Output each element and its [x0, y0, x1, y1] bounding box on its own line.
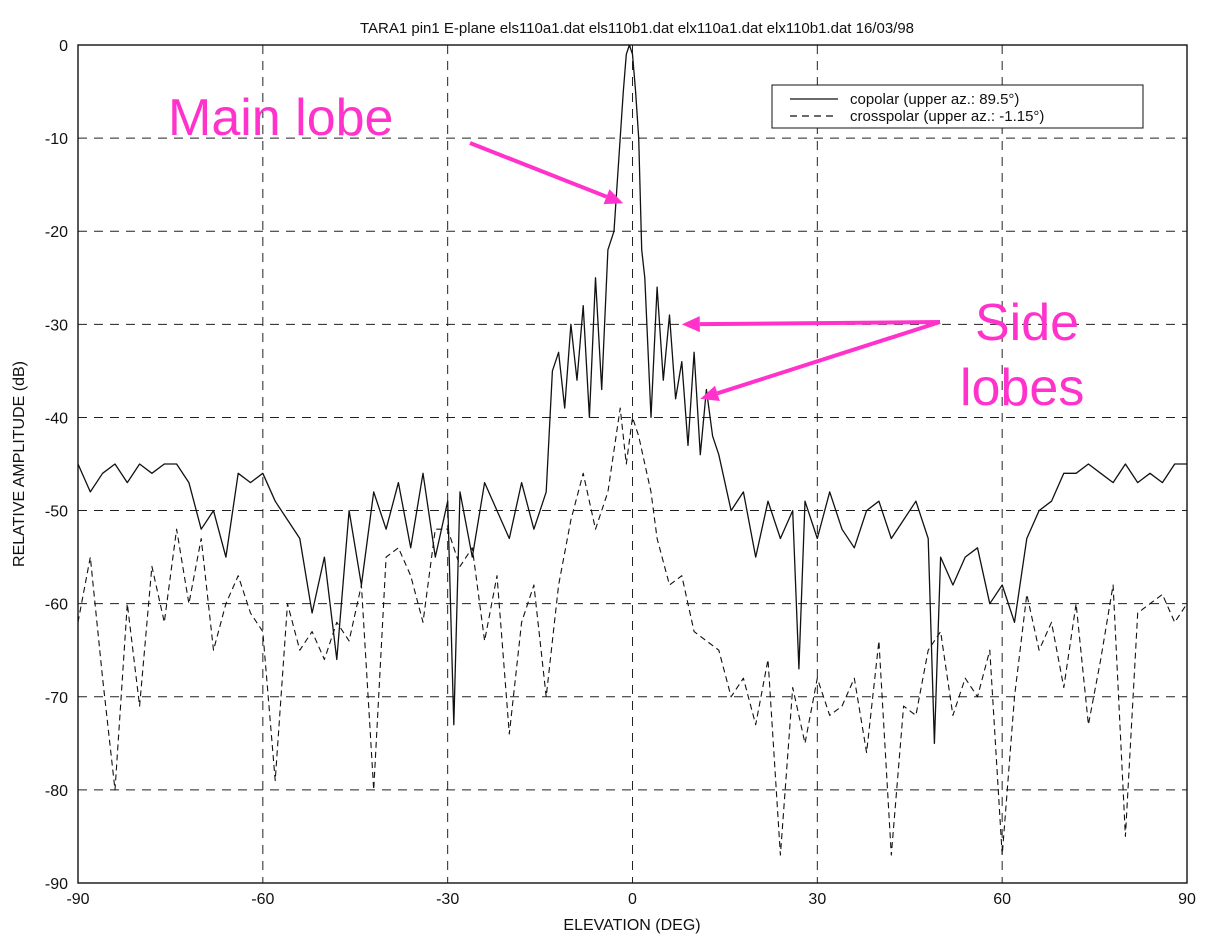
annotation-lobes-text: lobes	[960, 359, 1084, 417]
series-copolar-line	[77, 44, 1187, 744]
annotation-main-lobe: Main lobe	[168, 89, 624, 205]
series-crosspolar-line	[77, 407, 1188, 856]
y-tick-label: -80	[45, 783, 68, 800]
x-tick-label: 0	[628, 891, 637, 908]
x-tick-label: -30	[436, 891, 459, 908]
x-tick-label: -60	[251, 891, 274, 908]
series-group	[77, 44, 1188, 856]
chart-title: TARA1 pin1 E-plane els110a1.dat els110b1…	[360, 20, 914, 37]
x-tick-label: 30	[808, 891, 826, 908]
annotation-main-lobe-arrow	[469, 141, 608, 199]
y-tick-label: -40	[45, 410, 68, 427]
y-tick-label: -10	[45, 131, 68, 148]
y-tick-labels: 0 -10 -20 -30 -40 -50 -60 -70 -80 -90	[45, 38, 68, 893]
legend-label-copolar: copolar (upper az.: 89.5°)	[850, 91, 1019, 108]
legend-label-crosspolar: crosspolar (upper az.: -1.15°)	[850, 108, 1044, 125]
annotation-side-arrowhead-1	[681, 316, 700, 333]
plot-frame	[77, 44, 1188, 884]
annotation-main-lobe-arrowhead	[603, 189, 624, 205]
annotation-side-arrow-2	[716, 320, 941, 396]
y-tick-label: -50	[45, 504, 68, 521]
legend-box	[771, 84, 1144, 129]
grid-lines	[78, 45, 1187, 883]
annotation-side-lobes: Side lobes	[681, 294, 1084, 417]
x-tick-labels: -90 -60 -30 0 30 60 90	[66, 891, 1196, 908]
annotation-side-text: Side	[975, 294, 1079, 352]
annotation-side-arrowhead-2	[700, 385, 720, 401]
x-tick-label: 60	[993, 891, 1011, 908]
legend: copolar (upper az.: 89.5°) crosspolar (u…	[771, 84, 1144, 129]
x-tick-label: -90	[66, 891, 89, 908]
y-tick-label: -20	[45, 224, 68, 241]
y-tick-label: 0	[59, 38, 68, 55]
annotation-side-arrow-1	[699, 320, 941, 327]
y-tick-label: -60	[45, 597, 68, 614]
y-tick-label: -30	[45, 317, 68, 334]
y-axis-label: RELATIVE AMPLITUDE (dB)	[11, 361, 28, 567]
y-tick-label: -90	[45, 876, 68, 893]
y-tick-label: -70	[45, 690, 68, 707]
x-axis-label: ELEVATION (DEG)	[563, 917, 700, 934]
annotation-main-lobe-text: Main lobe	[168, 89, 393, 147]
x-tick-label: 90	[1178, 891, 1196, 908]
